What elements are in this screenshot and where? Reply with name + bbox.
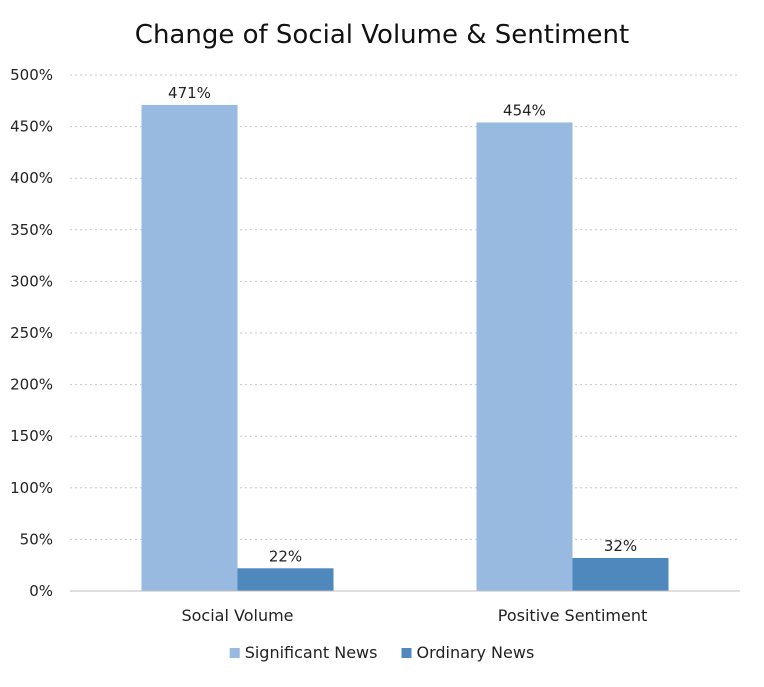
legend: Significant News Ordinary News: [229, 643, 534, 662]
legend-item: Significant News: [229, 643, 378, 662]
y-axis-ticks: 0% 50% 100% 150% 200% 250% 300% 350% 400% 450% 500…: [10, 66, 53, 600]
data-labels: 471% 22% 454% 32%: [168, 84, 637, 565]
bar-ordinary-news: [572, 557, 669, 591]
data-label: 454%: [503, 101, 546, 119]
data-label: 471%: [168, 84, 211, 102]
y-tick-label: 300%: [10, 272, 53, 290]
chart-title: Change of Social Volume & Sentiment: [135, 20, 629, 50]
bars: [141, 104, 669, 592]
y-tick-label: 50%: [20, 530, 53, 548]
y-tick-label: 150%: [10, 427, 53, 445]
x-category-label: Positive Sentiment: [498, 606, 647, 625]
y-tick-label: 250%: [10, 324, 53, 342]
x-category-label: Social Volume: [181, 606, 293, 625]
data-label: 32%: [604, 537, 637, 555]
y-tick-label: 450%: [10, 118, 53, 136]
legend-item: Ordinary News: [401, 643, 534, 662]
y-tick-label: 500%: [10, 66, 53, 84]
y-tick-label: 100%: [10, 479, 53, 497]
y-tick-label: 350%: [10, 221, 53, 239]
legend-label: Ordinary News: [416, 643, 534, 662]
legend-label: Significant News: [245, 643, 378, 662]
legend-swatch: [401, 648, 412, 658]
bar-significant-news: [141, 104, 238, 591]
data-label: 22%: [269, 547, 302, 565]
bar-significant-news: [476, 122, 573, 592]
bar-ordinary-news: [237, 568, 334, 591]
x-axis-categories: Social Volume Positive Sentiment: [181, 606, 647, 625]
y-tick-label: 200%: [10, 376, 53, 394]
y-tick-label: 400%: [10, 169, 53, 187]
y-tick-label: 0%: [29, 582, 53, 600]
legend-swatch: [229, 648, 240, 658]
